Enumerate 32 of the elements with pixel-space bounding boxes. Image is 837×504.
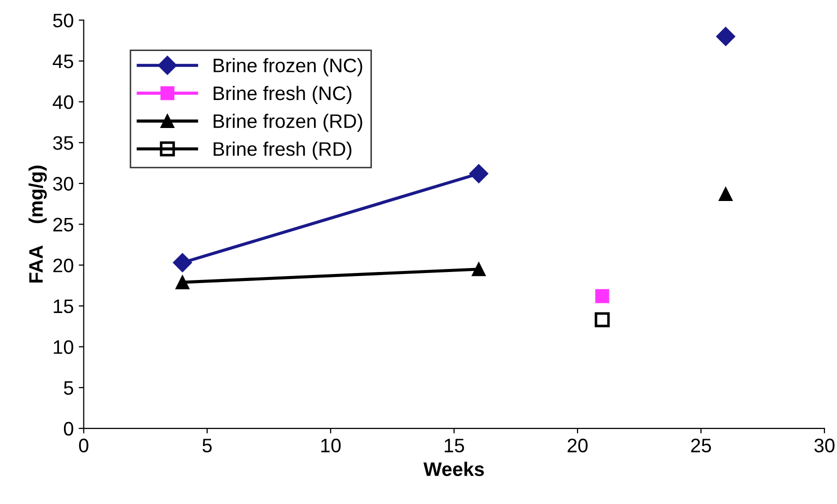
point	[176, 275, 190, 290]
y-axis-title: FAA (mg/g)	[28, 166, 47, 283]
point	[718, 187, 733, 202]
y-tick-label: 15	[54, 300, 74, 314]
y-tick-label: 40	[52, 95, 74, 110]
x-tick-label: 20	[568, 438, 588, 452]
point	[716, 26, 736, 46]
point	[172, 253, 192, 272]
x-tick-label: 5	[202, 438, 212, 452]
x-tick-label: 0	[79, 438, 88, 452]
point	[472, 262, 486, 276]
y-tick-label: 0	[64, 422, 74, 436]
x-tick-label: 25	[691, 438, 711, 452]
y-tick-label: 45	[52, 54, 74, 68]
x-tick-label: 30	[814, 438, 834, 452]
y-tick-label: 35	[53, 136, 74, 150]
y-tick-label: 10	[54, 340, 74, 354]
legend-label: Brine frozen (NC)	[214, 58, 362, 76]
y-tick-label: 25	[53, 218, 74, 232]
y-tick-label: 50	[53, 14, 74, 28]
y-tick-label: 20	[53, 258, 74, 272]
x-tick-label: 15	[444, 438, 464, 452]
point	[469, 164, 488, 184]
point	[594, 312, 610, 328]
point	[595, 289, 610, 304]
legend-label: Brine frozen (RD)	[214, 114, 362, 132]
legend-label: Brine fresh (RD)	[214, 142, 352, 160]
y-tick-label: 5	[64, 381, 74, 395]
y-tick-label: 30	[53, 176, 74, 191]
legend-label: Brine fresh (NC)	[214, 86, 352, 104]
x-axis-title: Weeks	[423, 462, 484, 476]
x-tick-label: 10	[321, 438, 341, 452]
